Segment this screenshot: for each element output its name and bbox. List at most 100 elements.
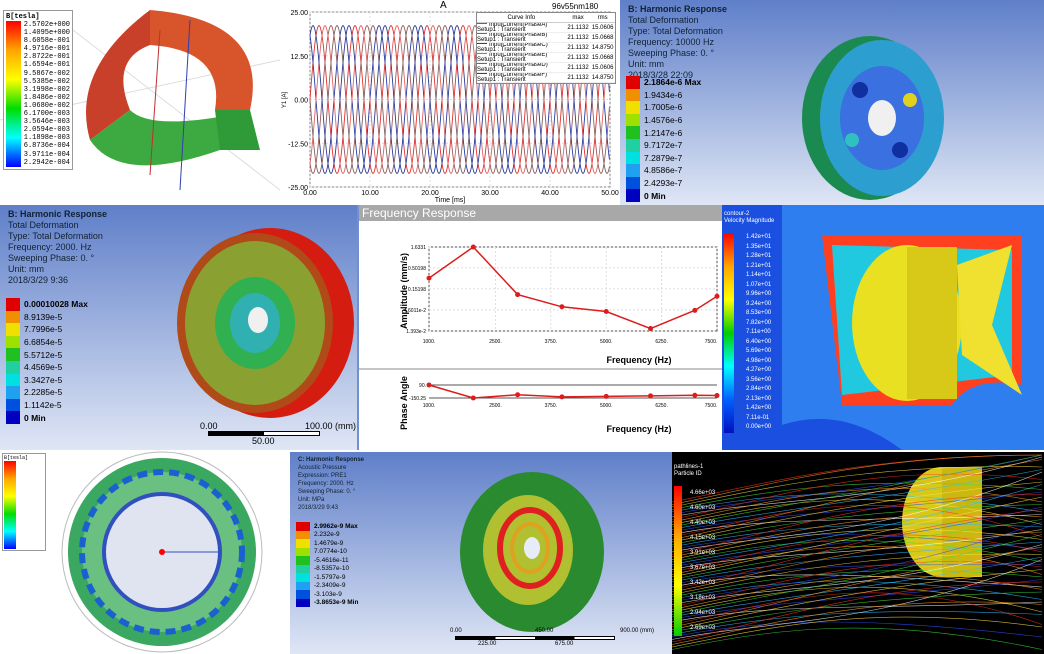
color-bar: [674, 486, 682, 636]
pathlines-render: [672, 454, 1043, 650]
result-info: 2018/3/29 9:43: [298, 505, 339, 511]
legend-value: 7.7996e-5: [24, 324, 63, 335]
pathline: [672, 454, 1043, 528]
legend-value: 2.232e-9: [314, 531, 340, 539]
pathline: [672, 514, 1043, 558]
legend-value: 1.42e+01: [746, 234, 772, 240]
x-axis-label: Time [ms]: [435, 197, 466, 204]
legend-swatch: [6, 373, 20, 387]
data-point: [426, 382, 432, 388]
y-axis-label: Phase Angle: [399, 376, 409, 430]
pathline: [672, 494, 1043, 555]
pathline: [672, 482, 1043, 510]
pathline: [672, 534, 1043, 615]
legend-value: 4.60e+03: [690, 505, 716, 511]
result-info: Total Deformation: [628, 15, 699, 25]
legend-setup: Setup1 : Transient: [477, 36, 526, 43]
legend-value: 7.82e+00: [746, 319, 772, 326]
legend-value: 2.4293e-7: [644, 178, 683, 189]
result-title: C: Harmonic Response: [298, 457, 365, 463]
pathline: [672, 592, 1043, 625]
phase-line: [428, 384, 718, 399]
result-info: Type: Total Deformation: [8, 231, 103, 241]
pathline: [672, 499, 1043, 525]
legend-row: 7.7996e-5: [6, 323, 88, 336]
result-info: 2018/3/28 22:09: [628, 70, 694, 80]
data-point: [515, 392, 521, 398]
legend-value: 2.9962e-9 Max: [314, 522, 358, 530]
legend-max: 21.1132: [567, 54, 589, 61]
x-tick-label: 1000.: [423, 403, 436, 409]
scale-bar: 0.00 100.00 (mm) 50.00: [200, 421, 356, 448]
x-tick-label: 3750.: [545, 339, 558, 345]
legend-value: 2.13e+00: [746, 395, 772, 402]
panel-acoustic-pressure: C: Harmonic Response Acoustic Pressure Exp…: [290, 452, 672, 654]
result-info: Unit: MPa: [298, 497, 325, 503]
data-point: [648, 326, 654, 332]
result-info: Acoustic Pressure: [298, 465, 347, 471]
legend-swatch: [626, 126, 640, 139]
legend-entry: InputCurrent(PhaseB) Setup1 : Transient 21…: [477, 33, 615, 43]
legend-value: 3.67e+03: [690, 565, 716, 571]
legend-rms: 15.0668: [591, 34, 614, 41]
legend-swatch: [6, 323, 20, 336]
legend-value: 1.7005e-6: [644, 102, 683, 113]
pathline: [672, 481, 1043, 543]
legend-series-name: InputCurrent(PhaseD): [489, 63, 548, 68]
legend-value: 1.8486e-002: [23, 93, 70, 102]
legend-swatch: [6, 335, 20, 349]
curve-info-legend: Curve Info max rms InputCurrent(PhaseA) S…: [476, 12, 616, 84]
legend-swatch: [296, 522, 310, 531]
legend-swatch: [477, 23, 487, 25]
legend-row: 4.8586e-7: [626, 164, 701, 177]
y-tick-label: 0.15198: [408, 287, 426, 293]
chart-subtitle: 96v55nm180: [552, 2, 599, 11]
result-title: B: Harmonic Response: [8, 209, 108, 219]
legend-value: 3.3427e-5: [24, 374, 63, 385]
legend-value: -1.5797e-9: [314, 573, 346, 581]
legend-row: 0 Min: [626, 189, 701, 202]
legend-value: 0 Min: [644, 190, 666, 201]
y-tick-label: 0.50198: [408, 266, 426, 272]
data-point: [559, 394, 565, 400]
result-header: C: Harmonic Response Acoustic Pressure Exp…: [298, 456, 364, 512]
legend-row: 2.2285e-5: [6, 386, 88, 399]
pathline: [672, 556, 1043, 618]
legend-swatch: [296, 590, 310, 599]
legend-row: -8.5357e-10: [296, 564, 358, 573]
legend-value: 7.0774e-10: [314, 548, 347, 556]
result-info: Frequency: 10000 Hz: [628, 37, 715, 47]
amplitude-line: [428, 246, 718, 330]
result-info: Sweeping Phase: 0. °: [298, 489, 356, 495]
legend-value: -8.5357e-10: [314, 565, 350, 573]
legend-swatch: [296, 556, 310, 565]
legend-row: 2.232e-9: [296, 530, 358, 539]
legend-value: 4.66e+03: [690, 490, 716, 496]
legend-value: 0.00010028 Max: [24, 299, 88, 310]
pathline: [672, 493, 1043, 513]
legend-value: 3.42e+03: [690, 580, 716, 586]
legend-value: 1.9434e-6: [644, 89, 683, 100]
pathline: [672, 496, 1043, 578]
chart-title: A: [440, 0, 447, 11]
scale-mid: 50.00: [252, 436, 275, 446]
legend-value: 2.1864e-6 Max: [644, 77, 702, 88]
pathline: [672, 553, 1043, 595]
legend-header-rms: rms: [597, 14, 608, 21]
series-line: [309, 25, 610, 174]
x-tick-label: 30.00: [481, 190, 499, 197]
data-point: [470, 395, 476, 401]
color-bar: [6, 21, 21, 167]
frequency-response-chart: 1000. 2500. 3750. 5000. 6250. 7500. 1.6331 0.50…: [359, 244, 722, 434]
legend-subtitle: Particle ID: [674, 471, 702, 477]
result-info: Expression: PRE1: [298, 473, 347, 479]
legend-row: 8.9139e-5: [6, 310, 88, 324]
series-line: [309, 25, 610, 174]
legend-value: 1.42e+00: [746, 405, 772, 411]
legend-rms: 15.0668: [591, 54, 614, 61]
legend-swatch: [626, 101, 640, 114]
legend-value: 6.8736e-004: [23, 142, 70, 151]
y-tick-label: -12.50: [288, 141, 308, 148]
legend-row: 7.2879e-7: [626, 151, 701, 165]
legend-swatch: [296, 530, 310, 539]
